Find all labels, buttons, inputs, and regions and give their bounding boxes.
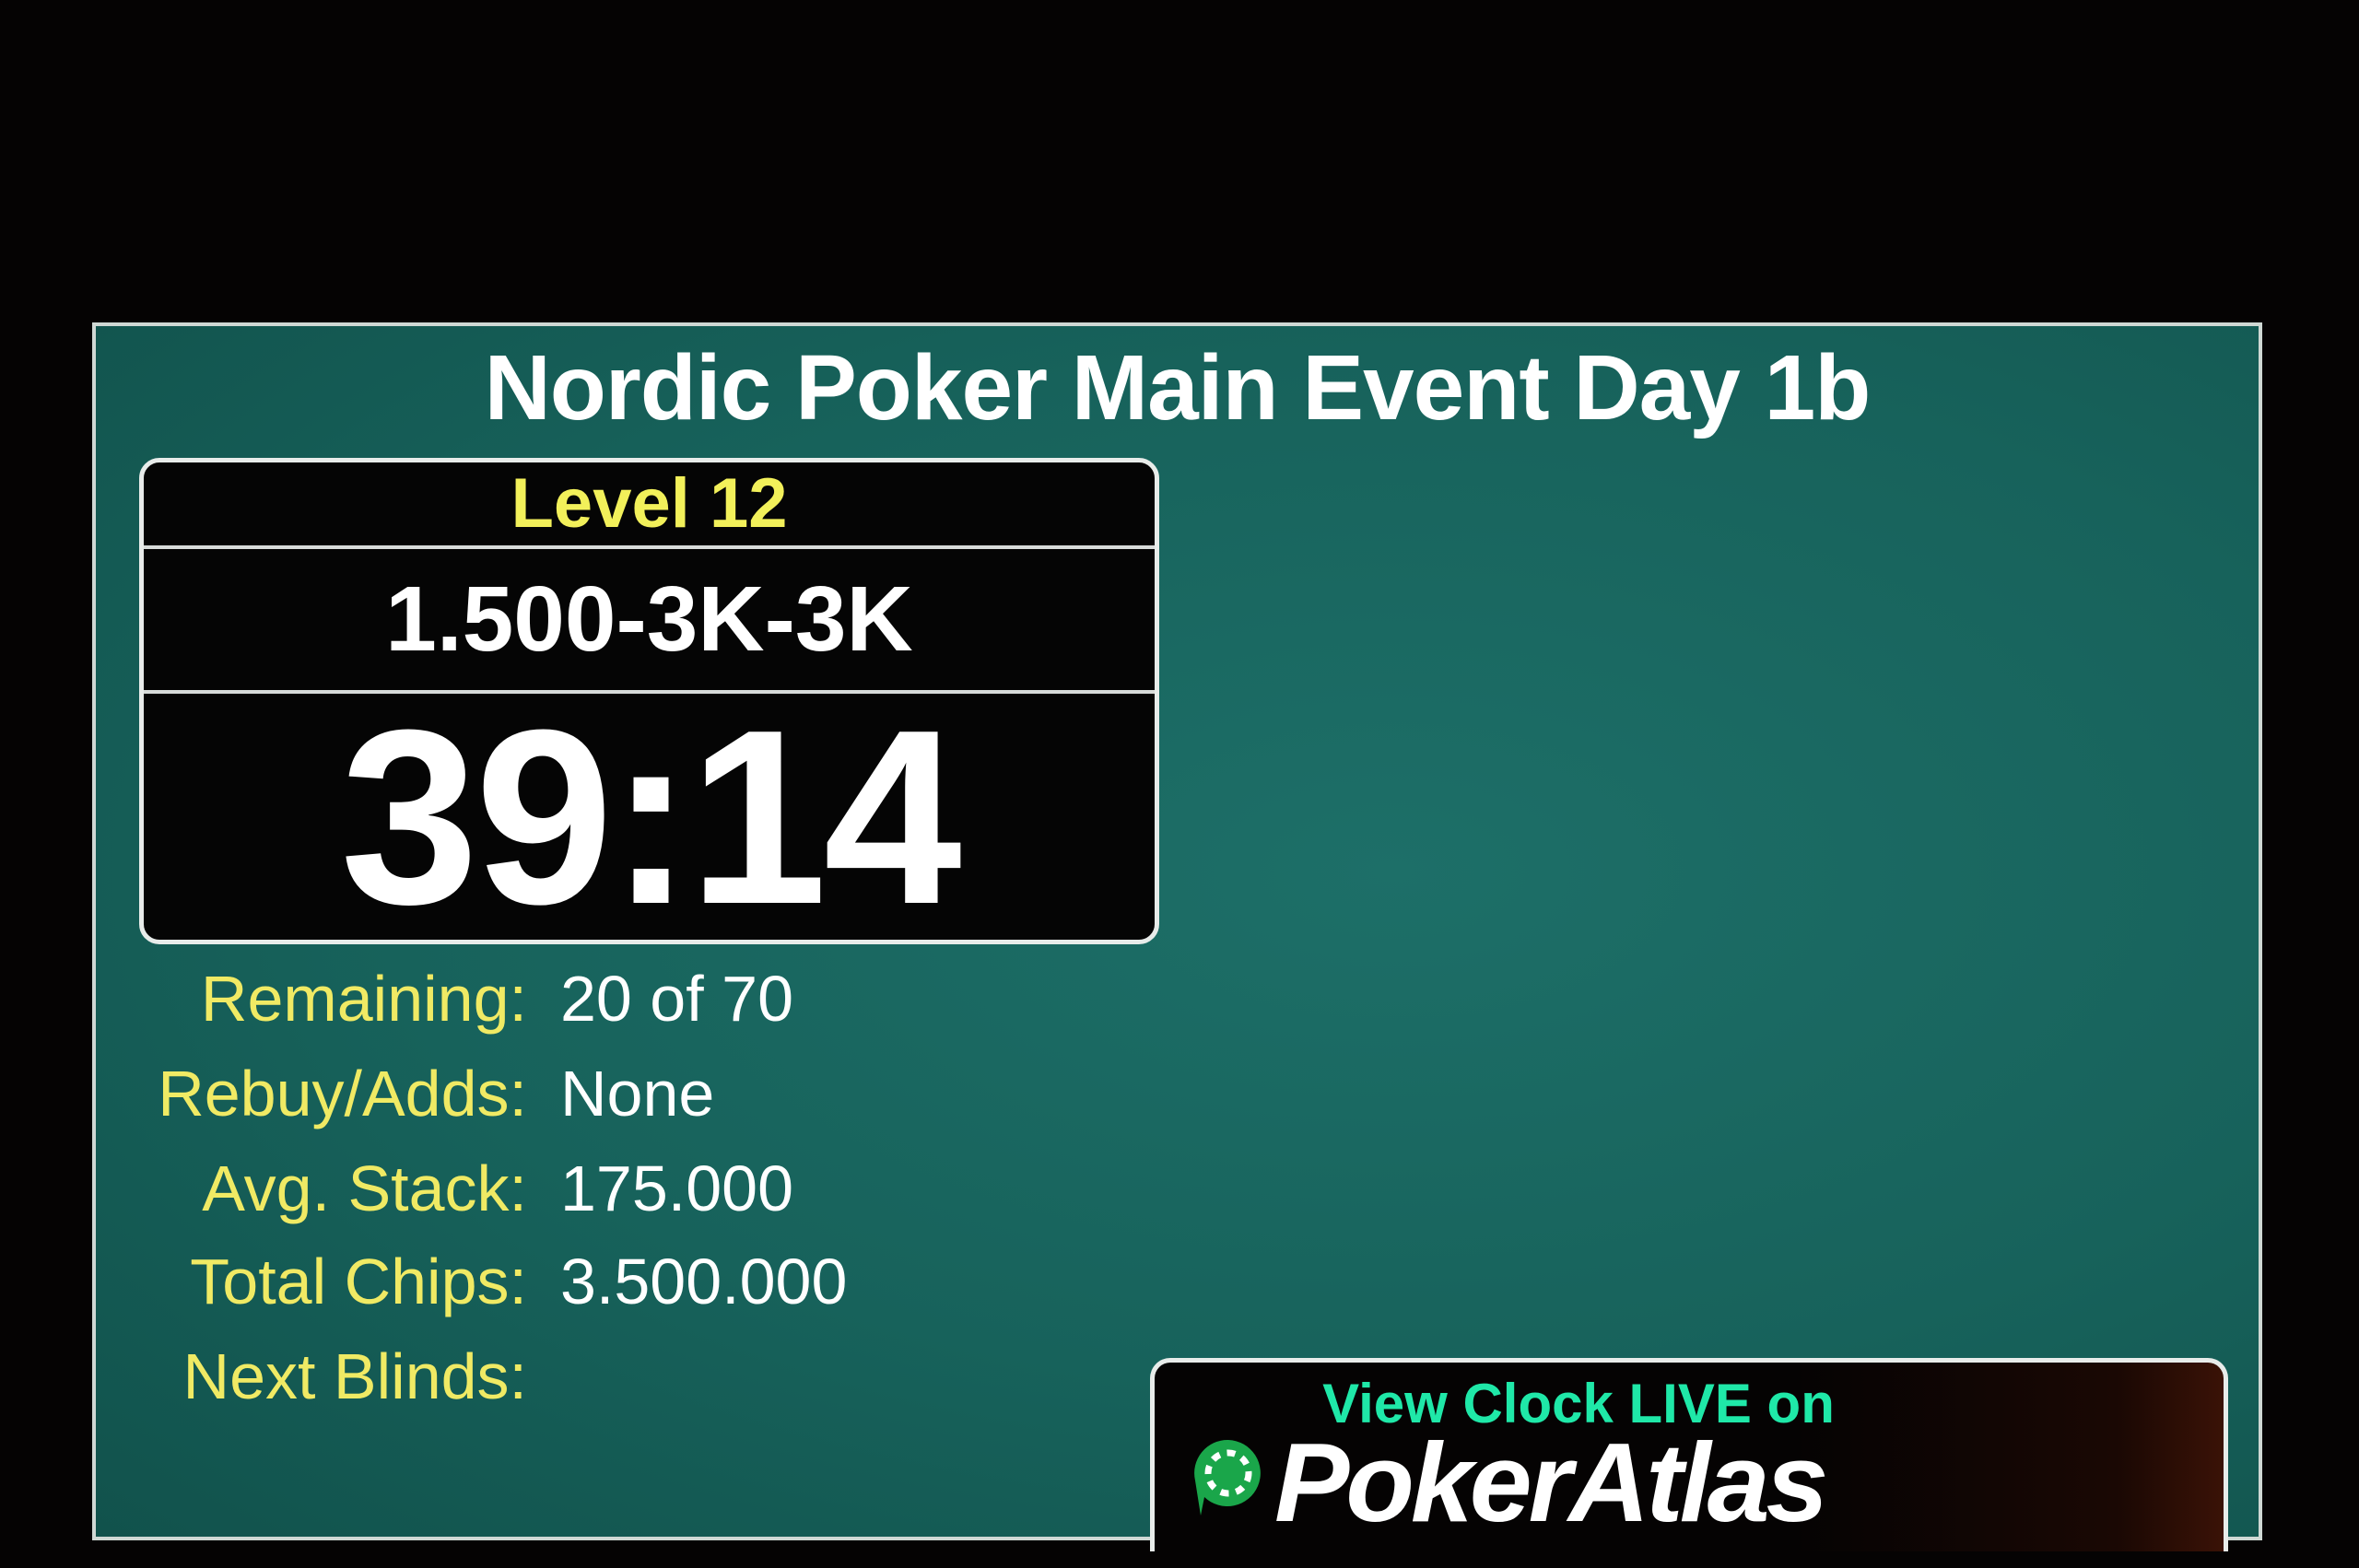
- stat-label: Avg. Stack:: [202, 1153, 527, 1224]
- stat-label: Next Blinds:: [182, 1340, 527, 1412]
- stat-value: 175.000: [560, 1153, 794, 1224]
- event-title: Nordic Poker Main Event Day 1b: [484, 336, 1872, 439]
- countdown-timer: 39:14: [340, 679, 962, 944]
- clock-panel: Level 12 1.500-3K-3K 39:14: [139, 458, 1159, 944]
- pokeratlas-logo-text: PokerAtlas: [1274, 1420, 1828, 1545]
- stat-value: 3.500.000: [560, 1246, 848, 1317]
- stat-value: 20 of 70: [560, 963, 793, 1035]
- pokeratlas-promo: View Clock LIVE on PokerAtlas: [1150, 1358, 2228, 1551]
- tournament-clock-screen: Nordic Poker Main Event Day 1b Level 12 …: [92, 322, 2262, 1551]
- stat-label: Rebuy/Adds:: [158, 1058, 527, 1129]
- stat-label: Remaining:: [200, 963, 527, 1035]
- stat-label: Total Chips:: [190, 1246, 527, 1317]
- promo-tagline: View Clock LIVE on: [1322, 1373, 1835, 1434]
- level-label: Level 12: [144, 462, 1155, 549]
- stat-value: None: [560, 1058, 715, 1129]
- current-blinds: 1.500-3K-3K: [144, 549, 1155, 694]
- poker-chip-icon: [1194, 1439, 1261, 1515]
